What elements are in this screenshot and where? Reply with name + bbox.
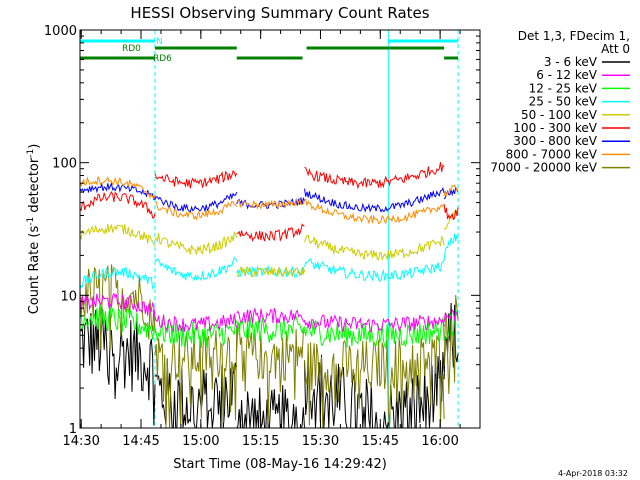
x-tick-label: 16:00 (421, 434, 458, 449)
state-bar-label: RD6 (153, 54, 172, 64)
series-line (443, 184, 459, 197)
y-tick-label: 1000 (44, 24, 77, 39)
y-tick-label: 1 (69, 422, 77, 437)
series-line (154, 327, 238, 429)
series-line (236, 266, 305, 278)
plot-area: N RD0 RD6 (79, 30, 459, 430)
legend-label: 25 - 50 keV (529, 95, 598, 109)
series-line (304, 234, 445, 262)
series-line (304, 258, 445, 282)
series-line (154, 313, 238, 333)
legend-label: 300 - 800 keV (513, 134, 597, 148)
legend-header: Det 1,3, FDecim 1, (518, 29, 630, 43)
series-line (443, 308, 459, 322)
y-axis-label-mid: detector (27, 157, 42, 217)
legend-label: 50 - 100 keV (521, 108, 598, 122)
series-line (79, 292, 156, 318)
series-line (304, 335, 445, 429)
series-line (304, 313, 445, 333)
legend-label: 7000 - 20000 keV (490, 161, 597, 175)
series-line (443, 302, 459, 380)
series-line (154, 191, 238, 213)
legend-label: 100 - 300 keV (513, 121, 597, 135)
y-axis-label: Count Rate (s-1 detector-1) (26, 144, 42, 315)
x-axis-label: Start Time (08-May-16 14:29:42) (173, 457, 387, 472)
state-bar-label: RD0 (122, 44, 141, 54)
legend-label: 12 - 25 keV (529, 81, 598, 95)
x-tick-label: 15:15 (242, 434, 279, 449)
series-line (79, 175, 156, 200)
series-line (304, 186, 445, 213)
timestamp: 4-Apr-2018 03:32 (558, 469, 628, 478)
series-line (236, 197, 305, 210)
series-line (443, 203, 459, 221)
legend-label: 6 - 12 keV (536, 68, 598, 82)
state-bar-label: N (156, 37, 163, 47)
y-axis-label-end: ) (27, 144, 42, 149)
series-line (236, 320, 305, 423)
series-line (154, 257, 238, 282)
series-line (304, 351, 445, 430)
x-tick-label: 15:45 (362, 434, 399, 449)
series-line (79, 190, 156, 219)
chart-title: HESSI Observing Summary Count Rates (130, 4, 429, 22)
y-tick-label: 10 (60, 289, 77, 304)
series-line (236, 223, 305, 243)
series-line (79, 266, 156, 290)
series-line (443, 233, 459, 261)
axis-ticks: 14:30 14:45 15:00 15:15 15:30 15:45 16:00 1 10 10… (44, 24, 481, 449)
plot-frame (79, 29, 481, 429)
series-line (236, 307, 305, 324)
x-tick-label: 15:00 (182, 434, 219, 449)
legend-label: 800 - 7000 keV (506, 147, 598, 161)
series-line (154, 170, 238, 189)
series-line (79, 306, 156, 426)
y-tick-label: 100 (52, 157, 77, 172)
series-line (154, 231, 238, 255)
legend-header: Att 0 (601, 42, 630, 56)
series-line (79, 304, 156, 340)
series-line (236, 315, 305, 343)
y-axis-label-sup2: -1 (26, 149, 36, 158)
y-axis-label-sup1: -1 (26, 217, 36, 226)
series-line (236, 385, 305, 429)
legend-label: 3 - 6 keV (544, 55, 598, 69)
series-line (304, 316, 445, 349)
series-line (79, 223, 156, 247)
series-line (304, 198, 445, 225)
series-line (304, 162, 445, 190)
x-tick-label: 14:45 (122, 434, 159, 449)
x-tick-label: 14:30 (62, 434, 99, 449)
x-tick-label: 15:30 (302, 434, 339, 449)
series-line (154, 200, 238, 221)
y-axis-label-main: Count Rate (s (27, 226, 42, 315)
